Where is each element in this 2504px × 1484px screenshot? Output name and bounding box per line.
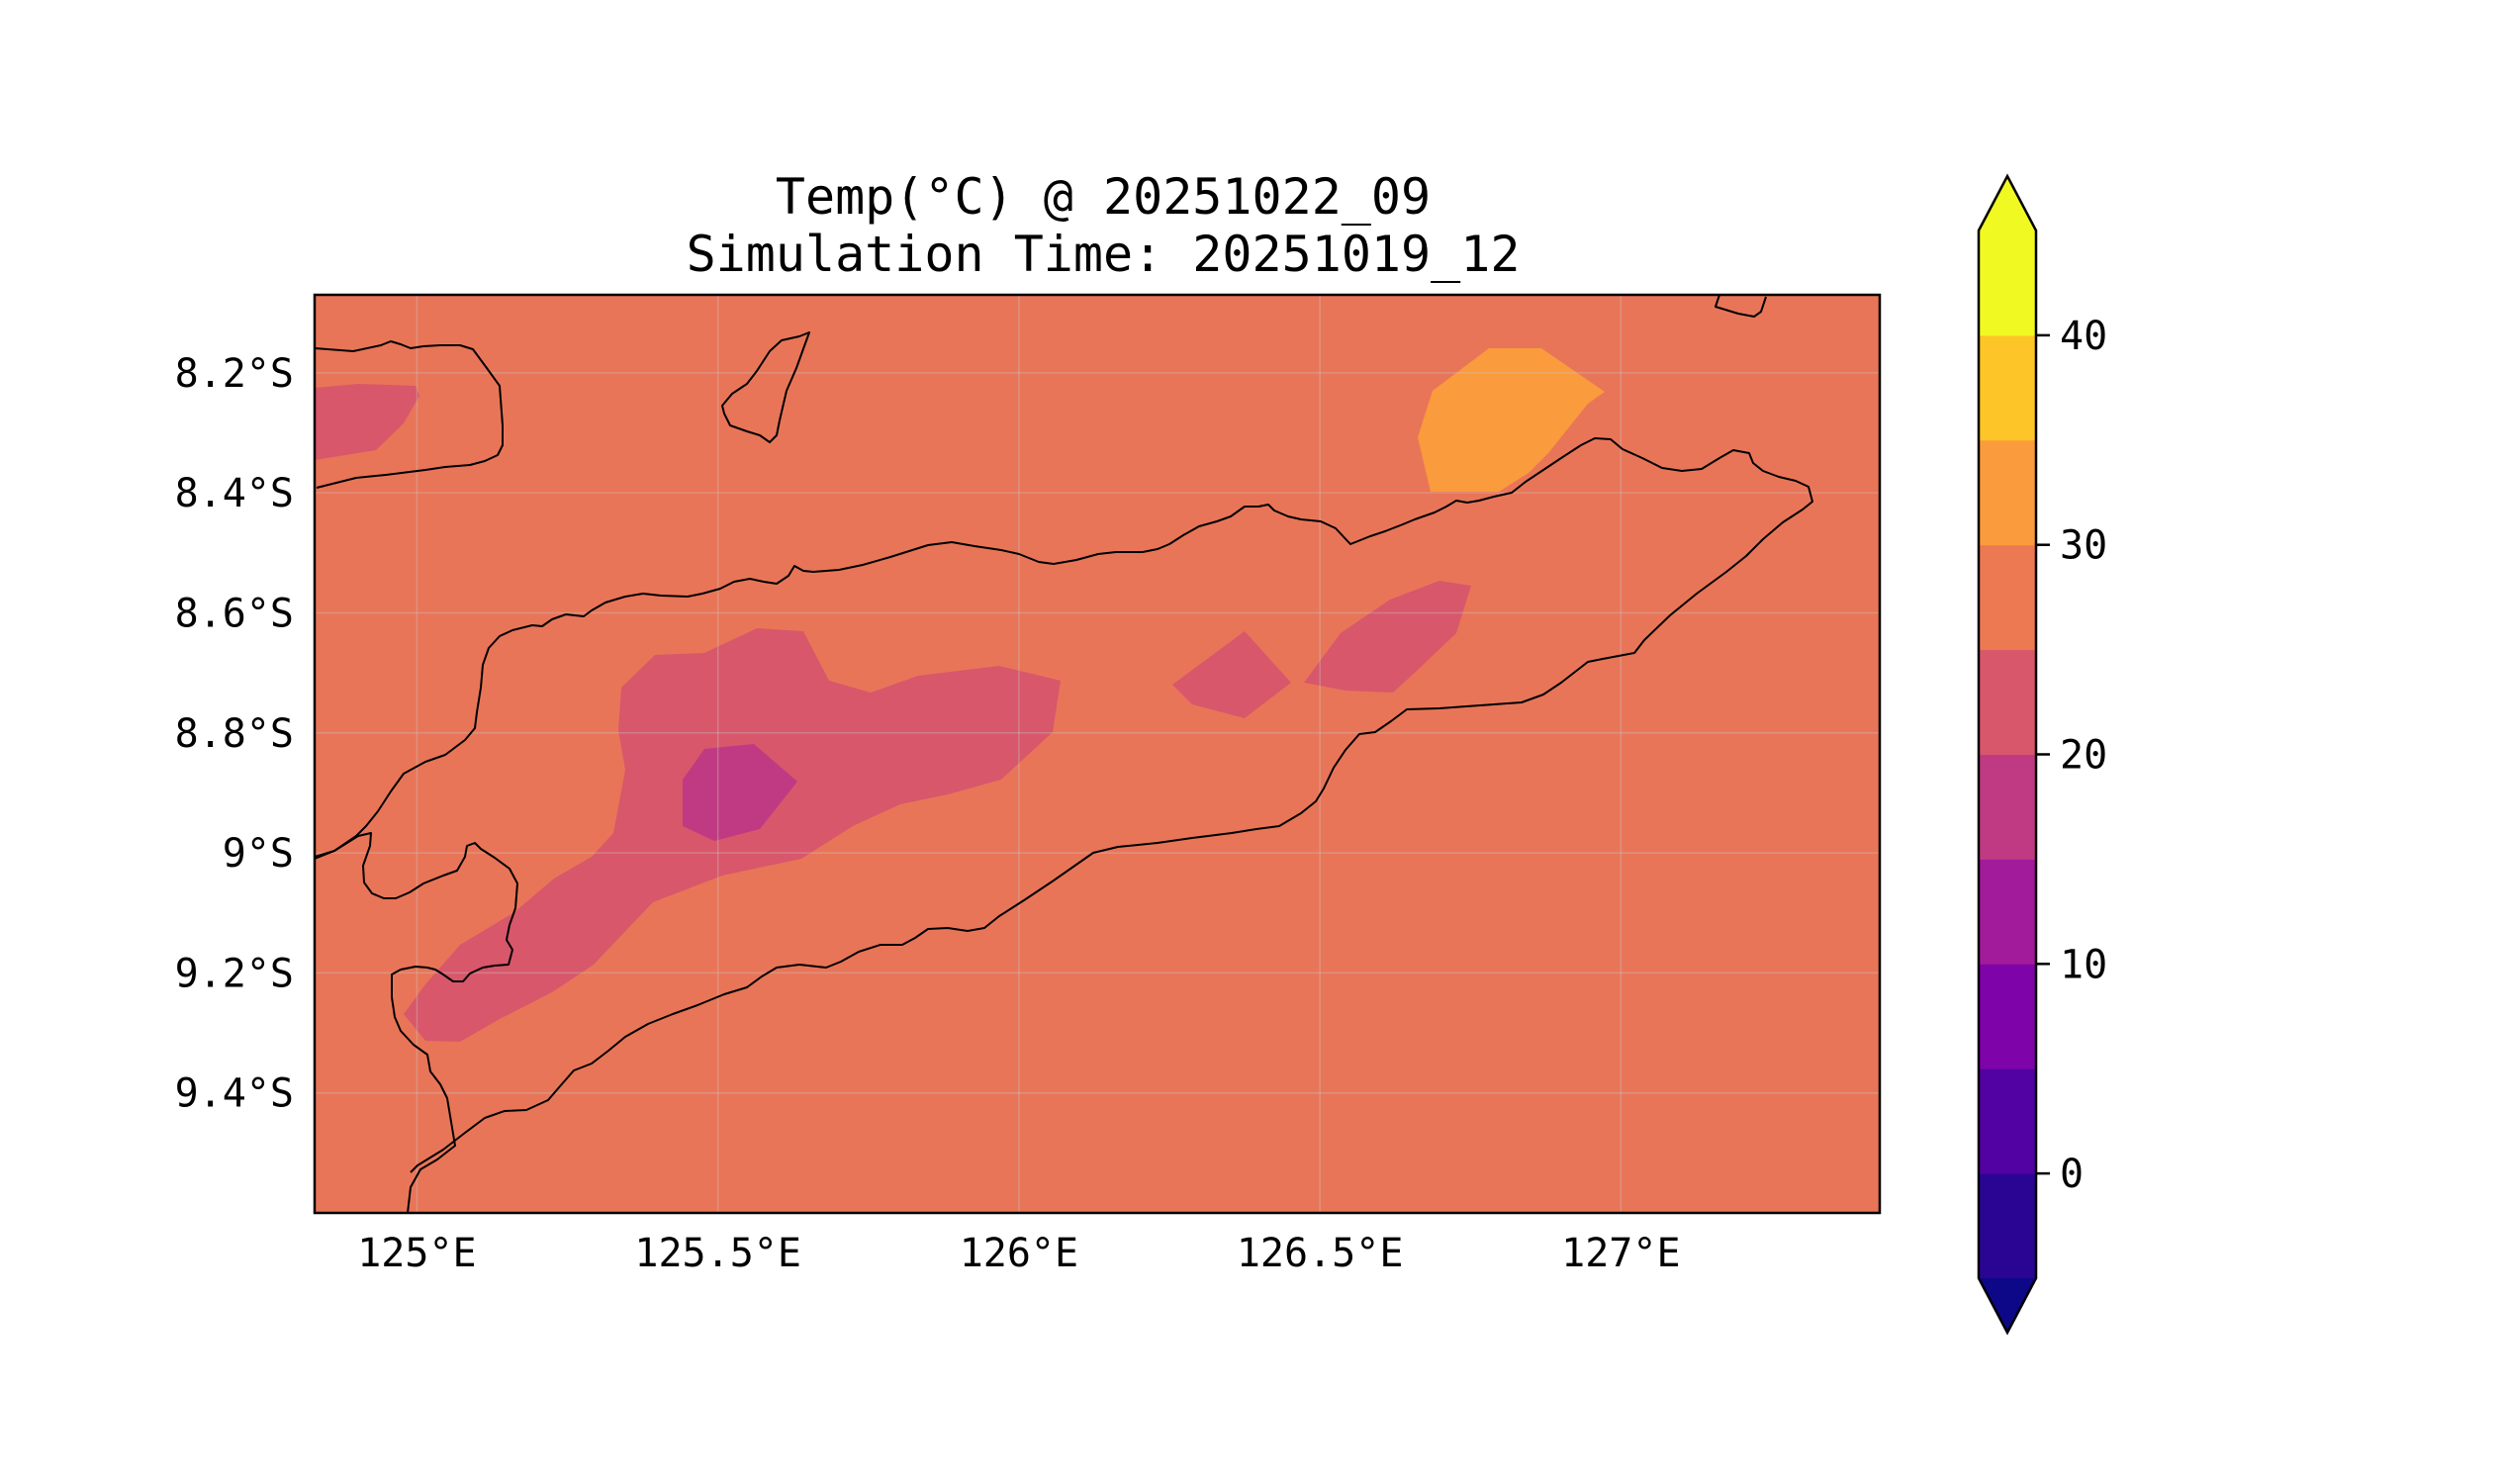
coastline-wetar xyxy=(315,340,504,489)
lat-tick-label: 9°S xyxy=(223,831,294,877)
contour-region-20-25-east-b xyxy=(1304,581,1471,693)
map-title: Temp(°C) @ 20251022_09 xyxy=(775,168,1432,226)
lat-tick-label: 9.4°S xyxy=(175,1071,294,1117)
colorbar-swatch xyxy=(1979,334,2036,441)
colorbar-swatch xyxy=(1979,1173,2036,1279)
lon-tick-label: 125°E xyxy=(357,1231,476,1276)
coastline-oecusse xyxy=(315,832,518,1213)
colorbar-swatch xyxy=(1979,231,2036,336)
lon-tick-label: 127°E xyxy=(1561,1231,1680,1276)
colorbar-tick-label: 10 xyxy=(2060,942,2107,987)
lat-tick-label: 8.6°S xyxy=(175,591,294,636)
coastlines xyxy=(315,295,1813,1213)
contour-region-20-25-east-a xyxy=(1172,631,1291,718)
plot-frame xyxy=(313,293,1882,1215)
lat-tick-label: 9.2°S xyxy=(175,951,294,996)
contour-region-15-20 xyxy=(683,744,797,841)
colorbar-swatch xyxy=(1979,1068,2036,1174)
colorbar-outline xyxy=(1977,173,2038,1336)
colorbar-swatch xyxy=(1979,544,2036,651)
colorbar-under-arrow xyxy=(1979,1278,2036,1333)
colorbar-swatch xyxy=(1979,649,2036,755)
colorbar-tick-label: 40 xyxy=(2060,314,2107,359)
coastline-timor-north xyxy=(315,437,1813,1173)
map-subtitle: Simulation Time: 20251019_12 xyxy=(686,226,1521,283)
lon-tick-label: 126.5°E xyxy=(1237,1231,1404,1276)
colorbar-over-arrow xyxy=(1979,176,2036,231)
lat-tick-label: 8.8°S xyxy=(175,711,294,757)
contour-region-20-25-west xyxy=(315,384,419,460)
colorbar-tick-label: 20 xyxy=(2060,733,2107,779)
colorbar-swatch xyxy=(1979,964,2036,1069)
lon-tick-label: 125.5°E xyxy=(634,1231,801,1276)
colorbar-swatch xyxy=(1979,754,2036,860)
longitude-axis: 125°E 125.5°E 126°E 126.5°E 127°E xyxy=(357,1231,1680,1276)
colorbar-tick-label: 0 xyxy=(2060,1152,2084,1197)
coastline-jaco xyxy=(1715,295,1767,318)
colorbar-swatch xyxy=(1979,439,2036,546)
colorbar: 0 10 20 30 40 xyxy=(1977,173,2107,1336)
temperature-field xyxy=(315,295,1880,1213)
contour-region-30-35 xyxy=(1418,348,1605,492)
colorbar-tick-label: 30 xyxy=(2060,523,2107,569)
colorbar-swatch xyxy=(1979,859,2036,965)
latitude-axis: 8.2°S 8.4°S 8.6°S 8.8°S 9°S 9.2°S 9.4°S xyxy=(175,351,294,1117)
gridlines xyxy=(315,295,1880,1213)
coastline-atauro xyxy=(721,331,810,443)
lon-tick-label: 126°E xyxy=(960,1231,1078,1276)
lat-tick-label: 8.2°S xyxy=(175,351,294,397)
lat-tick-label: 8.4°S xyxy=(175,471,294,516)
